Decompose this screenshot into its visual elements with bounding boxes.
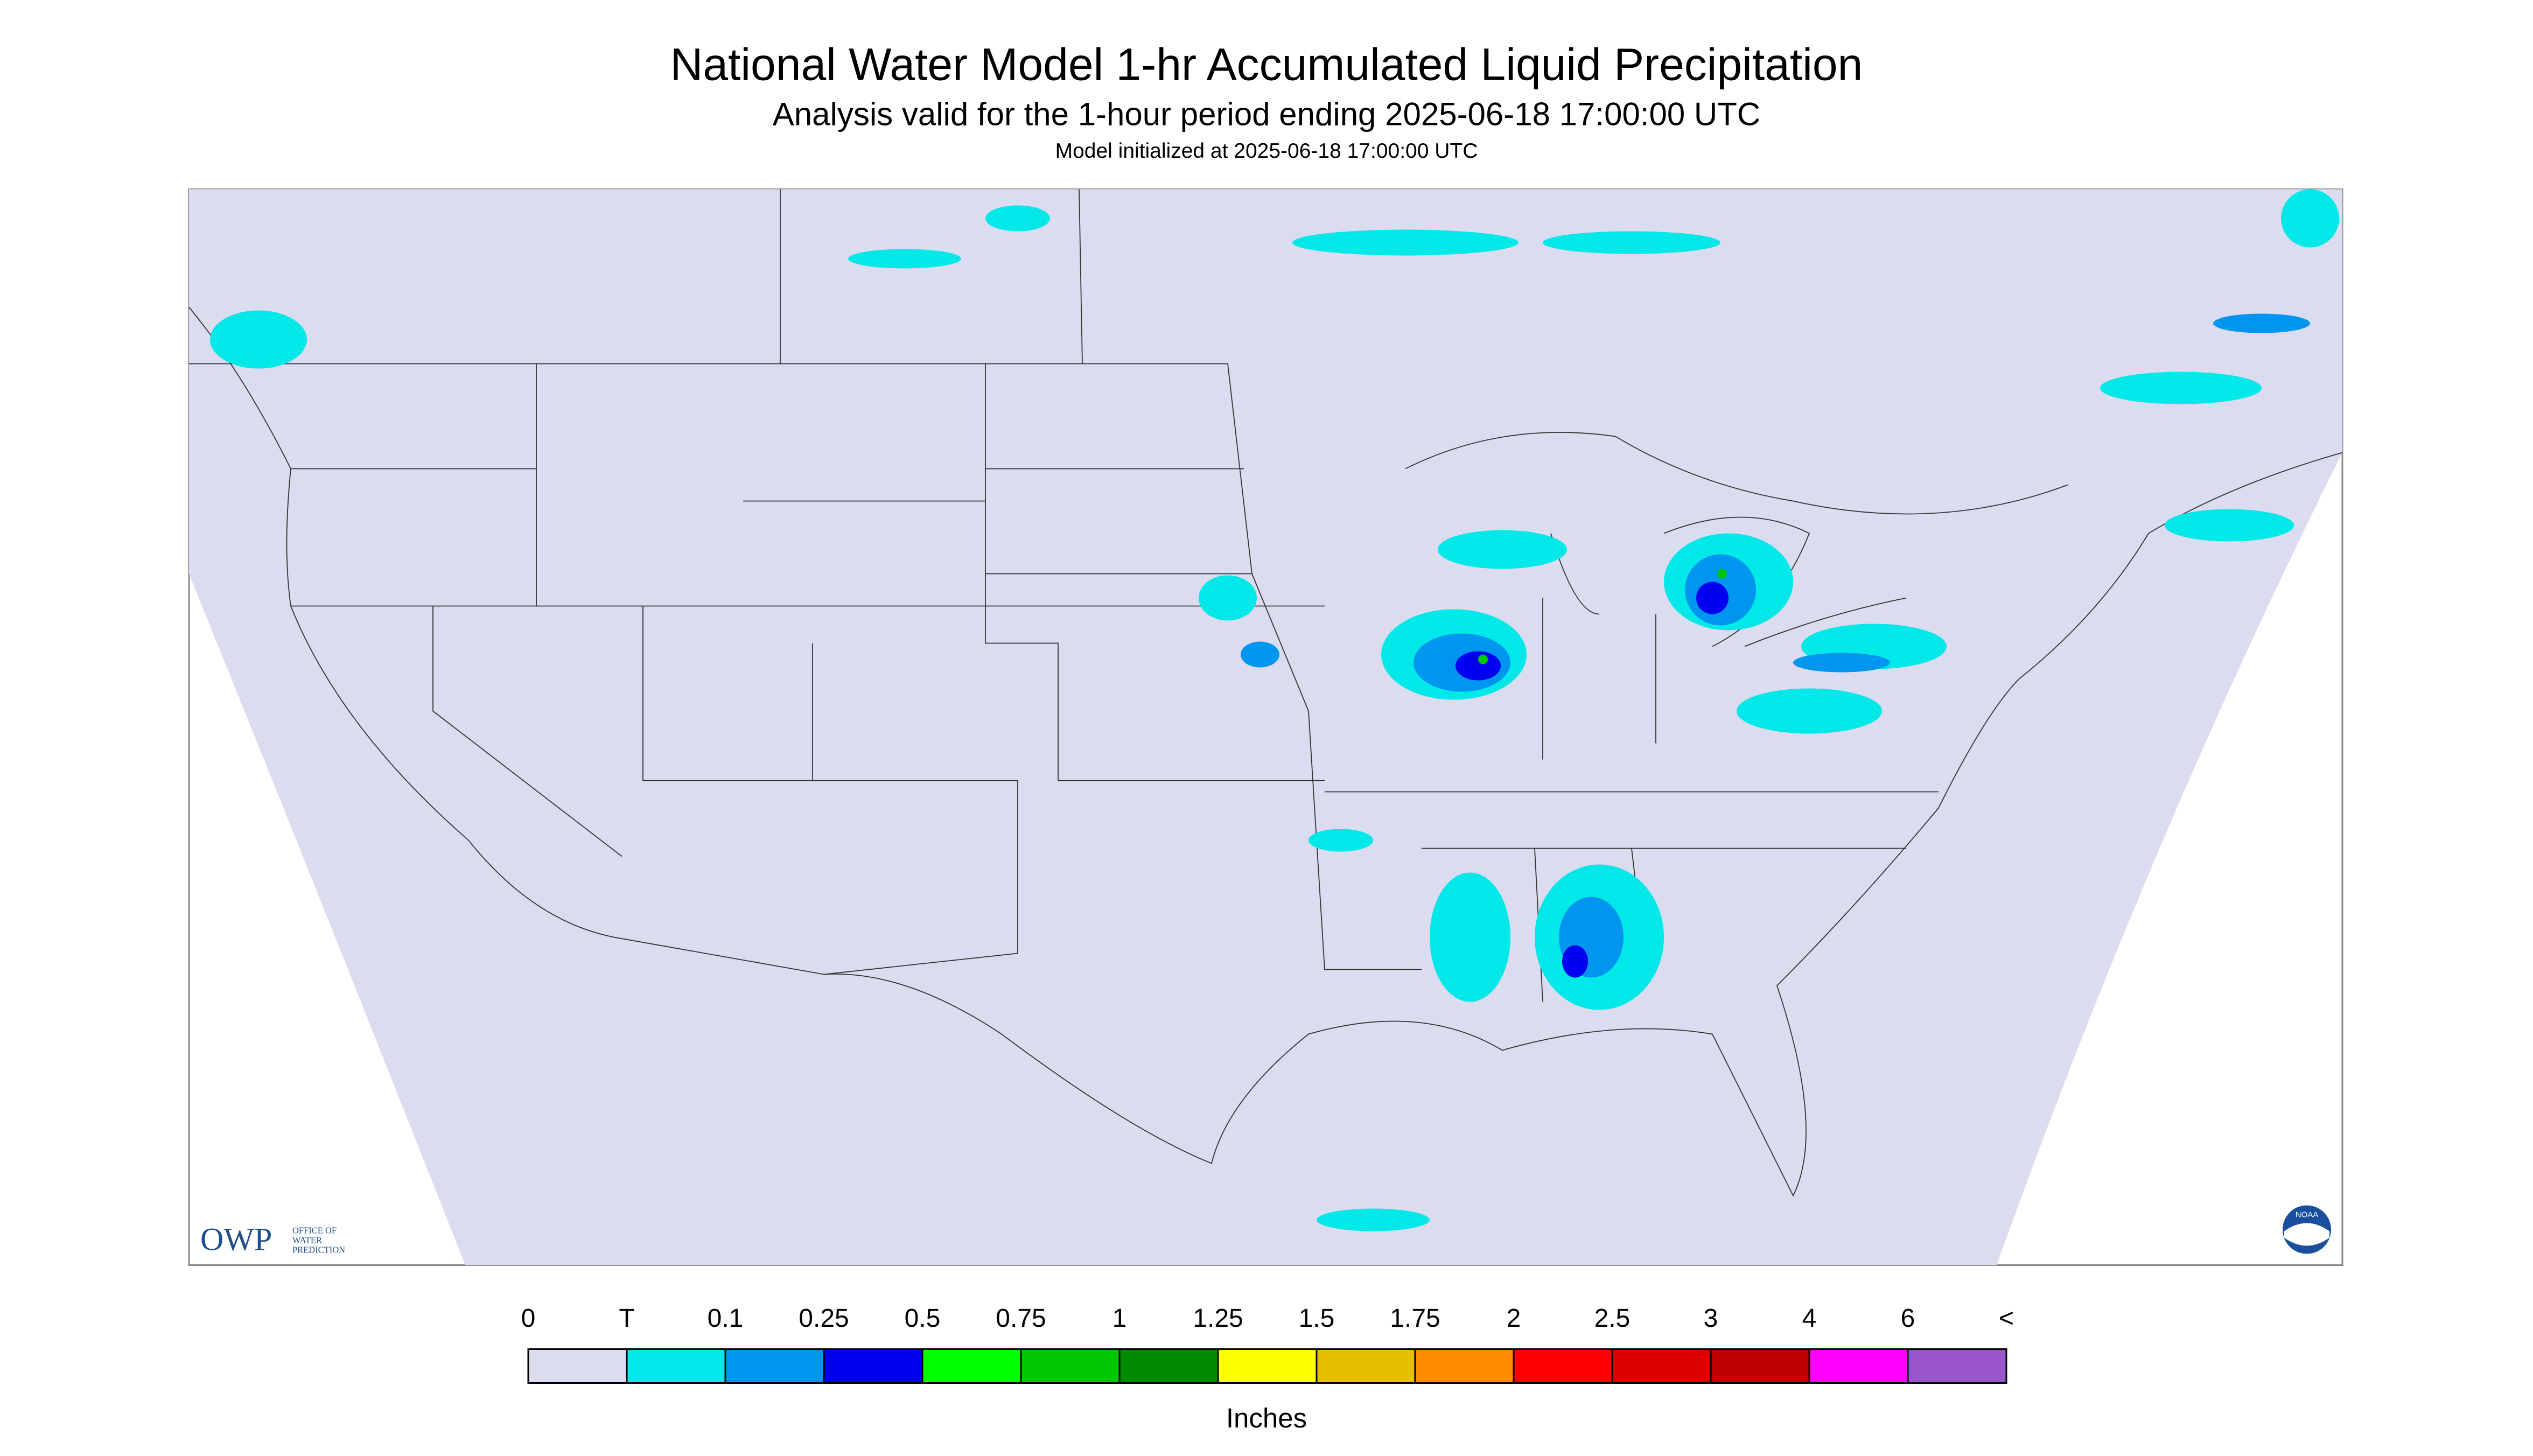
precipitation [210, 189, 2339, 1231]
noaa-logo-text: NOAA [2296, 1210, 2319, 1219]
colorbar: 0 T 0.1 0.25 0.5 0.75 1 1.25 1.5 1.75 2 2.5 3 4 6 < [521, 1304, 2014, 1384]
colorbar-label: 1 [1112, 1304, 1127, 1333]
colorbar-swatch [1217, 1348, 1318, 1384]
owp-name: PREDICTION [292, 1244, 345, 1255]
boundaries [188, 189, 2343, 1197]
subtitle: Analysis valid for the 1-hour period end… [773, 96, 1760, 132]
colorbar-label: 6 [1901, 1304, 1915, 1333]
colorbar-label: 0.75 [996, 1304, 1046, 1333]
colorbar-label: 0 [521, 1304, 536, 1333]
colorbar-swatch [1907, 1348, 2007, 1384]
colorbar-swatch [1710, 1348, 1810, 1384]
colorbar-swatch [626, 1348, 726, 1384]
owp-name: OFFICE OF [292, 1225, 337, 1235]
colorbar-label: 0.5 [905, 1304, 941, 1333]
owp-logo: OWP [200, 1221, 272, 1257]
colorbar-swatch [1611, 1348, 1712, 1384]
colorbar-swatch [921, 1348, 1022, 1384]
model-domain [189, 189, 2342, 1265]
colorbar-swatch [1020, 1348, 1121, 1384]
colorbar-label: 1.25 [1193, 1304, 1243, 1333]
colorbar-label: 4 [1802, 1304, 1817, 1333]
colorbar-label: 0.25 [799, 1304, 849, 1333]
colorbar-label: < [1999, 1304, 2014, 1333]
colorbar-swatch [1316, 1348, 1416, 1384]
colorbar-swatch [1808, 1348, 1909, 1384]
colorbar-swatch [724, 1348, 825, 1384]
title: National Water Model 1-hr Accumulated Li… [670, 39, 1863, 90]
colorbar-label: 3 [1704, 1304, 1718, 1333]
init-time: Model initialized at 2025-06-18 17:00:00… [1055, 139, 1478, 163]
colorbar-label: 1.75 [1390, 1304, 1440, 1333]
noaa-logo-wave [2284, 1223, 2329, 1246]
colorbar-swatch [1513, 1348, 1613, 1384]
owp-name: WATER [292, 1235, 322, 1245]
colorbar-swatch [1118, 1348, 1219, 1384]
colorbar-label: 2 [1507, 1304, 1521, 1333]
colorbar-swatch [527, 1348, 628, 1384]
colorbar-label: 1.5 [1299, 1304, 1335, 1333]
colorbar-label: 2.5 [1594, 1304, 1631, 1333]
map: OWP OFFICE OF WATER PREDICTION NOAA [188, 188, 2343, 1266]
colorbar-swatch [1414, 1348, 1515, 1384]
colorbar-swatch [823, 1348, 923, 1384]
colorbar-label: T [619, 1304, 634, 1333]
colorbar-label: 0.1 [708, 1304, 744, 1333]
colorbar-unit: Inches [1226, 1403, 1307, 1433]
